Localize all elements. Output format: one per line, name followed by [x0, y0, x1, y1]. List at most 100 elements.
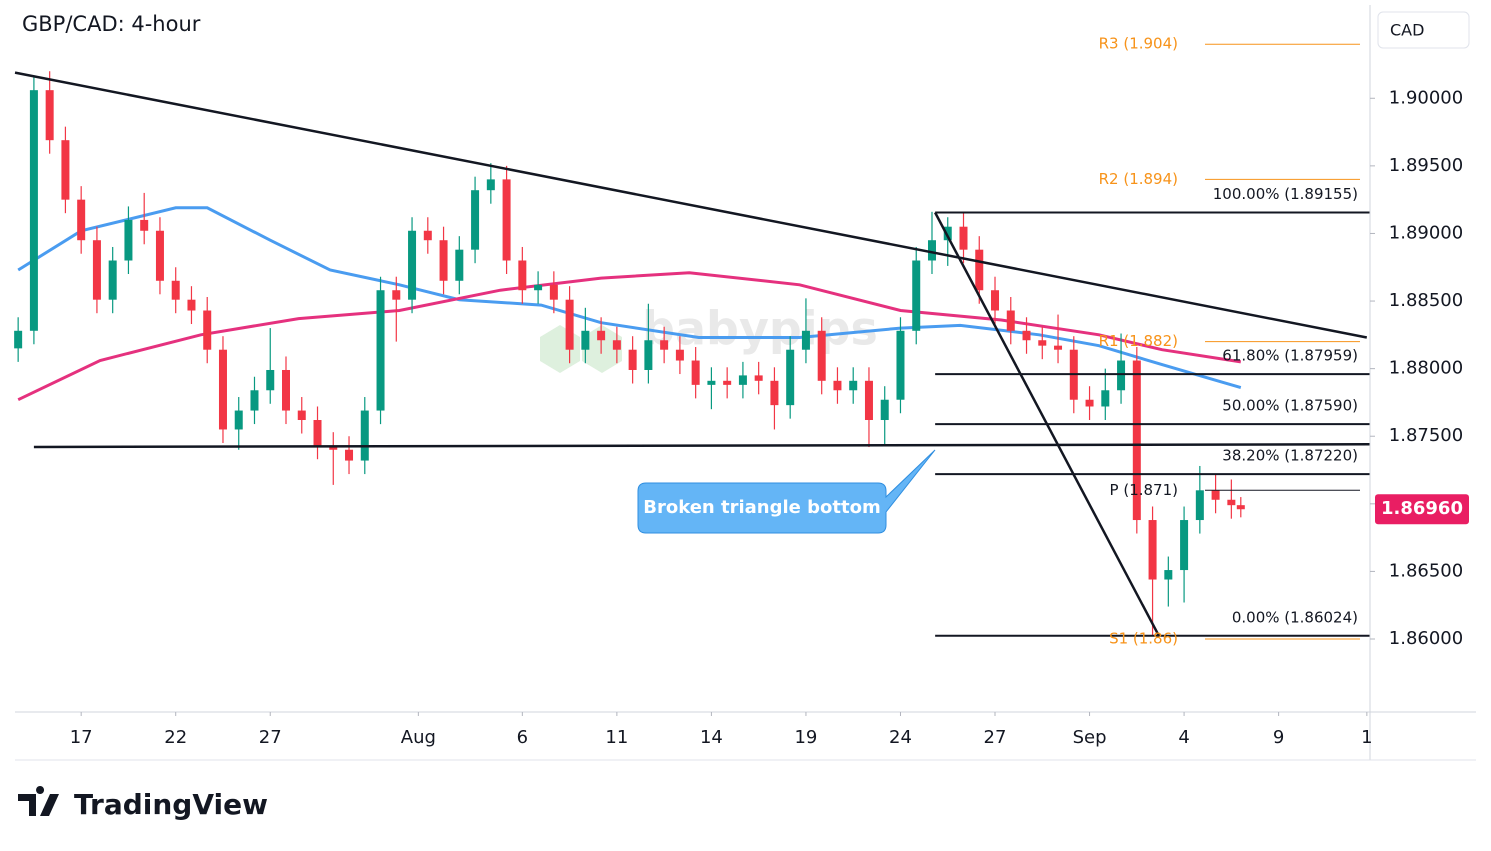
candle-body [754, 375, 763, 381]
candle-body [1022, 330, 1031, 341]
watermark-hex [582, 325, 622, 373]
candle-body [345, 449, 354, 461]
trendline [14, 71, 1368, 339]
candle-body [61, 140, 70, 200]
pivot-label: R3 (1.904) [1099, 35, 1178, 53]
candle-body [155, 230, 164, 281]
candle-body [1038, 340, 1047, 346]
candle-body [943, 226, 952, 241]
candle-body [392, 290, 401, 300]
x-tick-label: Aug [401, 727, 436, 748]
candle-body [1132, 360, 1141, 521]
candle-body [975, 249, 984, 291]
candle-body [360, 410, 369, 461]
x-tick-label: 9 [1273, 727, 1284, 748]
candle-body [691, 360, 700, 385]
candle-body [1101, 390, 1110, 407]
candle-body [1180, 520, 1189, 571]
candle-body [896, 330, 905, 400]
pivot-label: P (1.871) [1110, 481, 1178, 499]
candle-body [801, 330, 810, 350]
candle-body [518, 260, 527, 291]
candle-body [187, 299, 196, 311]
candle-body [266, 369, 275, 391]
candle-body [675, 349, 684, 361]
y-tick-label: 1.87500 [1389, 425, 1463, 446]
x-tick-label: 1 [1361, 727, 1372, 748]
y-tick-label: 1.86500 [1389, 560, 1463, 581]
branding: TradingView [18, 786, 268, 821]
candle-body [927, 240, 936, 261]
candle-body [423, 230, 432, 241]
candle-body [959, 226, 968, 250]
plot-area [14, 43, 1371, 640]
y-tick-label: 1.89500 [1389, 155, 1463, 176]
candle-body [1211, 490, 1220, 500]
candle-body [723, 380, 732, 385]
candle-body [124, 219, 133, 261]
candle-body [171, 280, 180, 300]
candle-body [534, 284, 543, 291]
candle-body [549, 284, 558, 300]
candle-body [250, 390, 259, 411]
candle-body [1236, 505, 1245, 510]
x-tick-label: Sep [1073, 727, 1107, 748]
candle-body [817, 330, 826, 381]
pivot-label: S1 (1.86) [1109, 630, 1178, 648]
candle-body [218, 349, 227, 430]
annotation: Broken triangle bottom [637, 449, 936, 534]
candle-body [991, 290, 1000, 311]
x-tick-label: 27 [984, 727, 1007, 748]
candle-body [1195, 490, 1204, 521]
currency-box [1377, 11, 1470, 49]
candle-body [486, 179, 495, 191]
logo-mark [18, 786, 59, 816]
candle-body [313, 420, 322, 446]
fib-label: 0.00% (1.86024) [1232, 608, 1358, 626]
annotation-text: Broken triangle bottom [643, 497, 880, 518]
candle-body [738, 375, 747, 385]
last-price-label: 1.86960 [1381, 498, 1463, 519]
x-tick-label: 11 [605, 727, 628, 748]
candle-body [770, 380, 779, 406]
candle-body [565, 299, 574, 350]
x-tick-label: 24 [889, 727, 912, 748]
candle-body [29, 90, 38, 331]
candle-body [329, 445, 338, 450]
candle-body [439, 240, 448, 281]
candle-body [1117, 360, 1126, 391]
candle-body [108, 260, 117, 300]
candle-body [92, 240, 101, 300]
x-tick-label: 17 [70, 727, 93, 748]
candle-body [833, 380, 842, 391]
fib-label: 61.80% (1.87959) [1222, 347, 1358, 365]
candle-body [140, 219, 149, 231]
currency-label: CAD [1390, 21, 1424, 40]
candle-body [707, 380, 716, 385]
annotation-callout [637, 449, 936, 534]
brand-name: TradingView [74, 788, 268, 821]
y-tick-label: 1.90000 [1389, 87, 1463, 108]
x-tick-label: 27 [259, 727, 282, 748]
x-tick-label: 14 [700, 727, 723, 748]
y-tick-label: 1.86000 [1389, 628, 1463, 649]
fib-label: 50.00% (1.87590) [1222, 397, 1358, 415]
x-tick-label: 19 [794, 727, 817, 748]
candle-body [376, 290, 385, 411]
y-tick-label: 1.88000 [1389, 358, 1463, 379]
moving-average [17, 271, 1242, 402]
candle-body [282, 369, 290, 411]
candle-body [1006, 310, 1015, 331]
chart-title: GBP/CAD: 4-hour [22, 12, 201, 36]
candle-body [912, 260, 921, 331]
candle-body [581, 330, 590, 350]
candle-body [1164, 570, 1173, 580]
candle-body [297, 410, 306, 421]
pivot-label: R2 (1.894) [1099, 170, 1178, 188]
candle-body [597, 330, 606, 341]
candle-body [471, 190, 480, 250]
y-tick-label: 1.89000 [1389, 222, 1463, 243]
candle-body [408, 230, 417, 300]
